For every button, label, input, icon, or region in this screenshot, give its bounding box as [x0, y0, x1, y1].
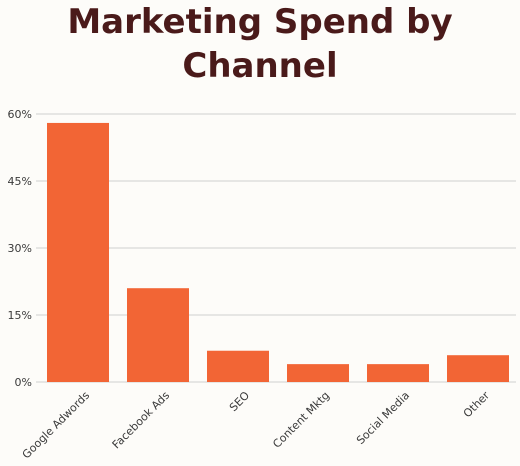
x-category-label: SEO: [227, 389, 252, 414]
x-category-label: Other: [461, 389, 493, 421]
x-category-label: Google Adwords: [20, 389, 93, 462]
bar: [287, 364, 349, 382]
bar: [367, 364, 429, 382]
y-tick-label: 45%: [8, 175, 32, 188]
y-tick-label: 30%: [8, 242, 32, 255]
y-tick-label: 15%: [8, 309, 32, 322]
bar: [47, 122, 109, 382]
y-tick-label: 0%: [15, 376, 32, 389]
x-category-label: Content Mktg: [270, 389, 332, 451]
bar: [207, 350, 269, 382]
x-category-label: Social Media: [354, 389, 412, 447]
x-category-label: Facebook Ads: [110, 389, 173, 452]
bar: [127, 288, 189, 382]
chart-title: Marketing Spend by Channel: [67, 2, 453, 86]
bar: [447, 355, 509, 382]
y-tick-label: 60%: [8, 108, 32, 121]
